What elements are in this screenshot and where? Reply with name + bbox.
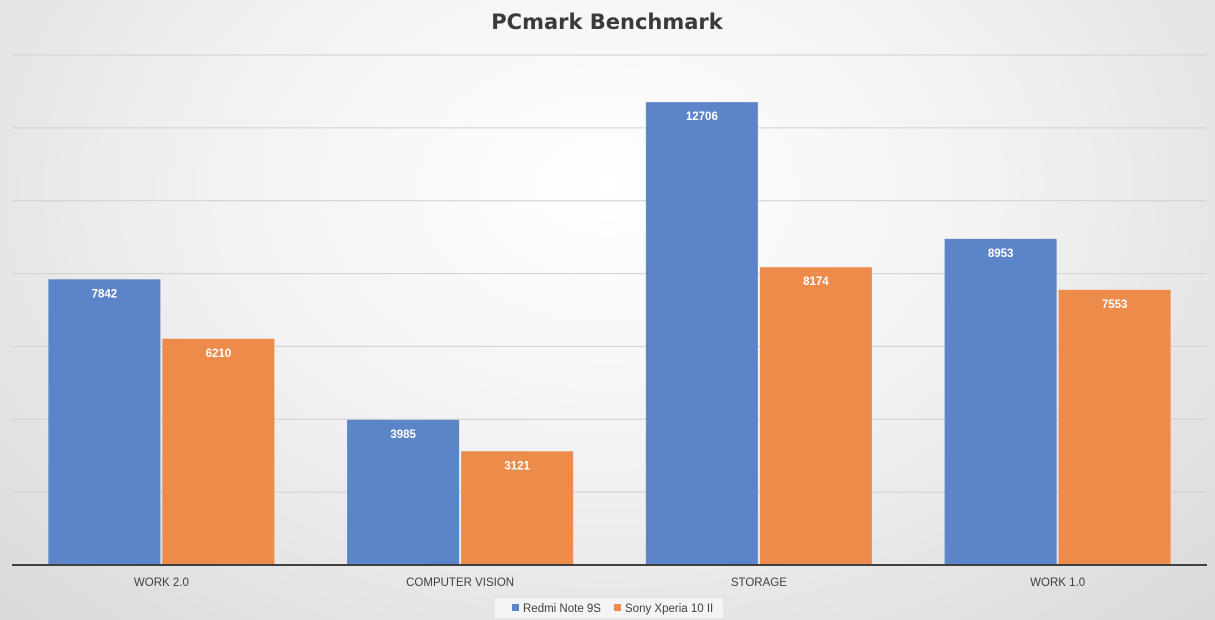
bar-series-1 bbox=[645, 102, 758, 565]
category-label: STORAGE bbox=[731, 577, 787, 589]
bar-value-label: 8953 bbox=[988, 248, 1014, 260]
chart-title: PCmark Benchmark bbox=[491, 10, 723, 34]
bar-series-2 bbox=[461, 451, 574, 565]
category-label: WORK 2.0 bbox=[134, 577, 189, 589]
bar-series-2 bbox=[1058, 289, 1171, 565]
bar-value-label: 6210 bbox=[206, 348, 232, 360]
legend-swatch bbox=[614, 604, 621, 611]
data-labels: 7842 6210 3985 3121 12706 8174 8953 7553 bbox=[92, 111, 1128, 472]
bar-series-2 bbox=[162, 338, 275, 565]
legend-label: Redmi Note 9S bbox=[523, 603, 601, 615]
bar-value-label: 8174 bbox=[803, 276, 829, 288]
bar-value-label: 7842 bbox=[92, 288, 118, 300]
bar-value-label: 3985 bbox=[390, 429, 416, 441]
legend-label: Sony Xperia 10 II bbox=[625, 603, 713, 615]
legend: Redmi Note 9S Sony Xperia 10 II bbox=[493, 596, 725, 620]
category-label: COMPUTER VISION bbox=[406, 577, 514, 589]
legend-box bbox=[493, 596, 725, 620]
category-labels: WORK 2.0 COMPUTER VISION STORAGE WORK 1.0 bbox=[134, 577, 1085, 589]
bar-series-1 bbox=[944, 238, 1057, 566]
bar-series-1 bbox=[48, 279, 161, 565]
legend-swatch bbox=[512, 604, 519, 611]
category-label: WORK 1.0 bbox=[1030, 577, 1085, 589]
bar-value-label: 12706 bbox=[686, 111, 718, 123]
bar-series-2 bbox=[759, 267, 872, 565]
bar-value-label: 3121 bbox=[504, 460, 530, 472]
bar-value-label: 7553 bbox=[1102, 299, 1128, 311]
bar-series-1 bbox=[347, 419, 460, 565]
bars bbox=[48, 102, 1171, 566]
